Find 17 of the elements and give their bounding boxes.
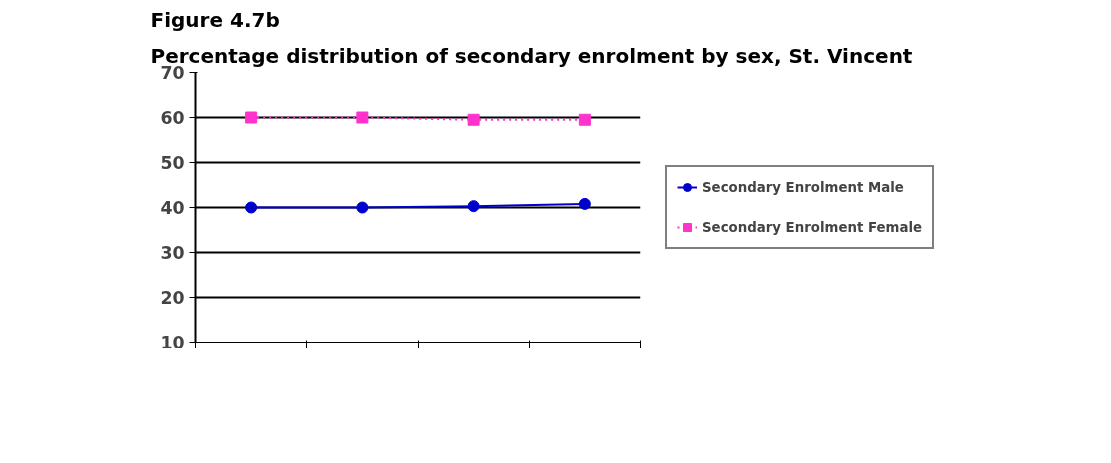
point bbox=[245, 111, 258, 124]
y-tick-label: 20 bbox=[160, 288, 185, 308]
point bbox=[578, 197, 591, 210]
legend-label: Secondary Enrolment Male bbox=[702, 179, 904, 195]
y-tick-label: 40 bbox=[160, 198, 185, 218]
y-tick-label: 30 bbox=[160, 243, 185, 263]
y-tick-label: 60 bbox=[160, 108, 185, 128]
point bbox=[245, 201, 258, 214]
point bbox=[356, 111, 369, 124]
legend-label: Secondary Enrolment Female bbox=[702, 219, 923, 235]
y-tick-label: 50 bbox=[160, 153, 185, 173]
point bbox=[356, 201, 369, 214]
y-tick-label: 10 bbox=[160, 332, 185, 353]
point bbox=[467, 113, 480, 126]
chart-title: Figure 4.7b bbox=[150, 7, 280, 32]
point bbox=[578, 113, 591, 126]
point bbox=[467, 200, 480, 213]
